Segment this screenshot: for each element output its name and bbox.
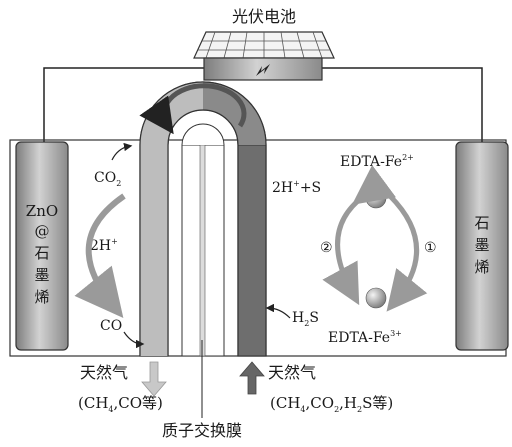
right-electrode-line3: 烯 (474, 258, 489, 276)
right-chamber: 2H++S EDTA-Fe2+ ② ① H2S EDTA-Fe3+ (265, 153, 437, 346)
proton-exchange-membrane (139, 81, 267, 357)
left-electrode-line3: 石 (34, 244, 49, 262)
left-electrode-line4: 墨 (34, 266, 49, 284)
cycle-arrow-right-icon (386, 194, 428, 312)
edta-fe3-label: EDTA-Fe3+ (328, 329, 402, 346)
circulation-arrow-icon (139, 83, 247, 135)
fe2-sphere (365, 187, 387, 209)
h-plus-label: 2H+ (90, 237, 118, 254)
membrane-label: 质子交换膜 (162, 421, 242, 440)
step-1-label: ① (424, 240, 437, 256)
co2-arrow-icon (111, 142, 133, 161)
step-2-label: ② (320, 240, 333, 256)
right-gas-formula: (CH4,CO2,H2S等) (270, 394, 393, 414)
co-label: CO (100, 318, 122, 334)
co2-label: CO2 (94, 170, 121, 188)
left-chamber: CO2 2H+ CO (74, 142, 145, 349)
fe3-sphere (365, 287, 387, 309)
h2s-arrow-icon (265, 303, 291, 319)
cycle-arrow-left-icon (322, 165, 396, 306)
right-electrode-line1: 石 (474, 214, 489, 232)
right-gas-label: 天然气 (268, 363, 316, 382)
left-outlet-arrow-icon (141, 361, 167, 397)
right-electrode-line2: 墨 (474, 236, 489, 254)
left-gas-label: 天然气 (80, 363, 128, 382)
co-arrow-icon (123, 331, 145, 349)
reduction-arrow-icon (74, 193, 126, 318)
edta-fe2-label: EDTA-Fe2+ (340, 153, 414, 170)
solar-panel: 光伏电池 (193, 7, 335, 59)
h2s-label: H2S (292, 310, 319, 328)
left-electrode: ZnO @ 石 墨 烯 (15, 141, 69, 351)
power-source (203, 57, 323, 81)
left-electrode-line5: 烯 (34, 288, 49, 306)
right-electrode: 石 墨 烯 (455, 141, 509, 351)
solar-panel-label: 光伏电池 (232, 7, 296, 26)
right-inlet-arrow-icon (239, 361, 265, 395)
product-label: 2H++S (272, 179, 321, 196)
external-circuit (43, 67, 483, 142)
left-gas-formula: (CH4,CO等) (78, 394, 163, 414)
gas-inlets: 天然气 (CH4,CO等) 天然气 (CH4,CO2,H2S等) 质子交换膜 (78, 340, 393, 440)
left-electrode-line2: @ (35, 222, 50, 240)
left-electrode-line1: ZnO (26, 202, 58, 220)
